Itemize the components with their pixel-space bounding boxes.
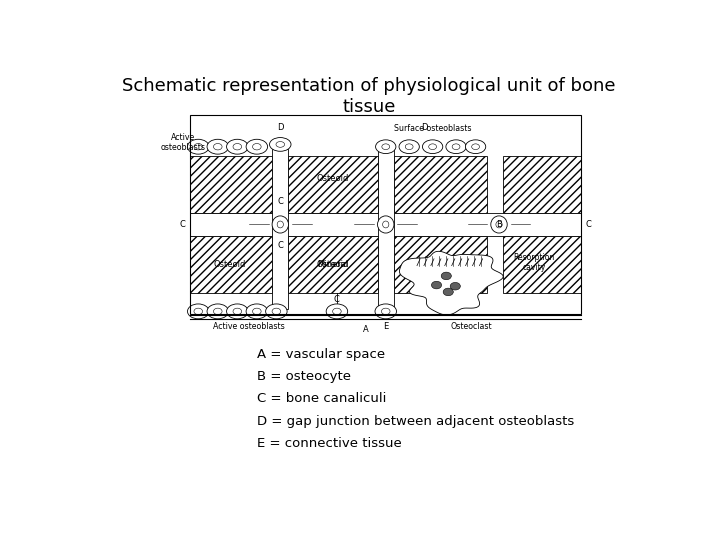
Text: C = bone canaliculi: C = bone canaliculi (258, 393, 387, 406)
Polygon shape (400, 251, 503, 315)
Ellipse shape (272, 216, 289, 233)
Text: Active
osteoblasts: Active osteoblasts (160, 133, 205, 152)
Bar (288, 156, 378, 213)
Ellipse shape (194, 144, 202, 150)
Ellipse shape (465, 140, 486, 153)
Text: C: C (277, 197, 283, 206)
Bar (378, 149, 394, 309)
Text: Osteoid: Osteoid (317, 260, 349, 269)
Ellipse shape (253, 144, 261, 150)
Circle shape (443, 288, 454, 296)
Ellipse shape (399, 140, 419, 153)
Ellipse shape (272, 308, 281, 315)
Ellipse shape (269, 138, 291, 151)
Bar (288, 236, 378, 293)
Ellipse shape (233, 144, 242, 150)
Text: C: C (180, 220, 186, 229)
Bar (503, 236, 581, 293)
Text: E = connective tissue: E = connective tissue (258, 437, 402, 450)
Text: C: C (334, 295, 340, 305)
Ellipse shape (382, 144, 390, 150)
Bar (394, 156, 487, 213)
Ellipse shape (452, 144, 460, 150)
Ellipse shape (246, 139, 268, 154)
Text: B = osteocyte: B = osteocyte (258, 370, 351, 383)
Ellipse shape (333, 308, 341, 315)
Text: E: E (383, 322, 388, 330)
Bar (190, 213, 581, 236)
Ellipse shape (214, 308, 222, 315)
Ellipse shape (428, 144, 436, 150)
Ellipse shape (187, 304, 209, 319)
Ellipse shape (277, 221, 284, 228)
Bar (394, 236, 487, 293)
Text: Osteoid: Osteoid (317, 174, 349, 183)
Ellipse shape (405, 144, 413, 150)
Ellipse shape (377, 216, 394, 233)
Text: A = vascular space: A = vascular space (258, 348, 385, 361)
Ellipse shape (382, 308, 390, 315)
Ellipse shape (491, 216, 507, 233)
Ellipse shape (276, 141, 284, 147)
Text: B: B (496, 220, 502, 229)
Text: D: D (421, 123, 428, 132)
Ellipse shape (472, 144, 480, 150)
Text: Surface osteoblasts: Surface osteoblasts (394, 124, 472, 133)
Text: C: C (586, 220, 592, 229)
Ellipse shape (207, 139, 228, 154)
Ellipse shape (266, 304, 287, 319)
Ellipse shape (233, 308, 242, 315)
Text: Osteoid: Osteoid (213, 260, 246, 269)
Ellipse shape (207, 304, 228, 319)
Ellipse shape (326, 304, 348, 319)
Ellipse shape (376, 140, 396, 153)
Ellipse shape (253, 308, 261, 315)
Text: D = gap junction between adjacent osteoblasts: D = gap junction between adjacent osteob… (258, 415, 575, 428)
Ellipse shape (227, 304, 248, 319)
Ellipse shape (187, 139, 209, 154)
Text: C: C (277, 240, 283, 249)
Bar (190, 114, 581, 314)
Bar (272, 149, 288, 309)
Ellipse shape (382, 221, 389, 228)
Text: Active osteoblasts: Active osteoblasts (213, 322, 285, 330)
Text: Osteoclast: Osteoclast (451, 322, 492, 330)
Text: Resorption
cavity: Resorption cavity (513, 253, 555, 272)
Bar (190, 236, 272, 293)
Ellipse shape (446, 140, 467, 153)
Ellipse shape (423, 140, 443, 153)
Circle shape (431, 281, 441, 289)
Ellipse shape (496, 221, 502, 228)
Bar (190, 156, 272, 213)
Ellipse shape (227, 139, 248, 154)
Ellipse shape (375, 304, 397, 319)
Bar (503, 156, 581, 213)
Ellipse shape (194, 308, 202, 315)
Ellipse shape (246, 304, 268, 319)
Ellipse shape (214, 144, 222, 150)
Text: D: D (277, 123, 284, 132)
Text: Mineral: Mineral (318, 260, 348, 269)
Circle shape (441, 272, 451, 280)
Text: Schematic representation of physiological unit of bone
tissue: Schematic representation of physiologica… (122, 77, 616, 116)
Text: A: A (364, 325, 369, 334)
Circle shape (450, 282, 460, 290)
